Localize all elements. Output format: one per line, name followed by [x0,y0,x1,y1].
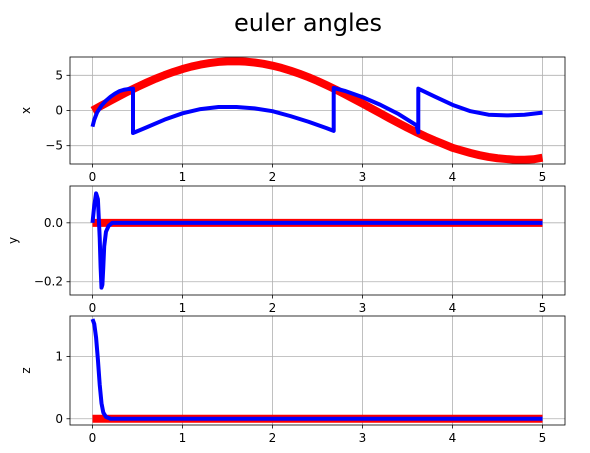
x-tick-label: 0 [89,170,97,184]
y-tick-label: 0.0 [44,216,63,230]
x-tick-label: 2 [269,170,277,184]
x-tick-label: 5 [539,170,547,184]
y-axis-label: z [19,367,33,373]
series-reference-line [90,57,544,164]
x-tick-label: 3 [359,431,367,445]
axes-frame [69,185,566,296]
y-tick-label: 0 [55,104,63,118]
y-axis-label: x [19,107,33,114]
x-tick-label: 1 [179,301,187,315]
subplot-x: 0 1 2 3 4 5 −5 0 5 x [19,56,566,184]
subplot-z: 0 1 2 3 4 5 0 1 z [19,315,566,445]
x-tick-label: 0 [89,301,97,315]
subplot-y: 0 1 2 3 4 5 −0.2 0.0 y [6,185,566,315]
x-tick-label: 3 [359,301,367,315]
x-tick-label: 5 [539,301,547,315]
y-tick-label: 1 [55,349,63,363]
x-tick-label: 5 [539,431,547,445]
x-tick-label: 4 [449,431,457,445]
y-tick-label: −5 [45,139,63,153]
figure-title: euler angles [234,9,382,37]
y-tick-label: 0 [55,412,63,426]
x-tick-label: 4 [449,170,457,184]
x-tick-label: 0 [89,431,97,445]
y-tick-label: −0.2 [34,275,63,289]
y-axis-label: y [6,237,20,244]
axes-frame [69,315,566,426]
x-tick-label: 1 [179,431,187,445]
x-tick-label: 1 [179,170,187,184]
x-tick-label: 3 [359,170,367,184]
series-actual-line [90,191,543,290]
series-actual-line [90,85,543,136]
x-tick-label: 2 [269,431,277,445]
series-actual-line [90,318,543,421]
x-tick-label: 2 [269,301,277,315]
y-tick-label: 5 [55,68,63,82]
x-tick-label: 4 [449,301,457,315]
